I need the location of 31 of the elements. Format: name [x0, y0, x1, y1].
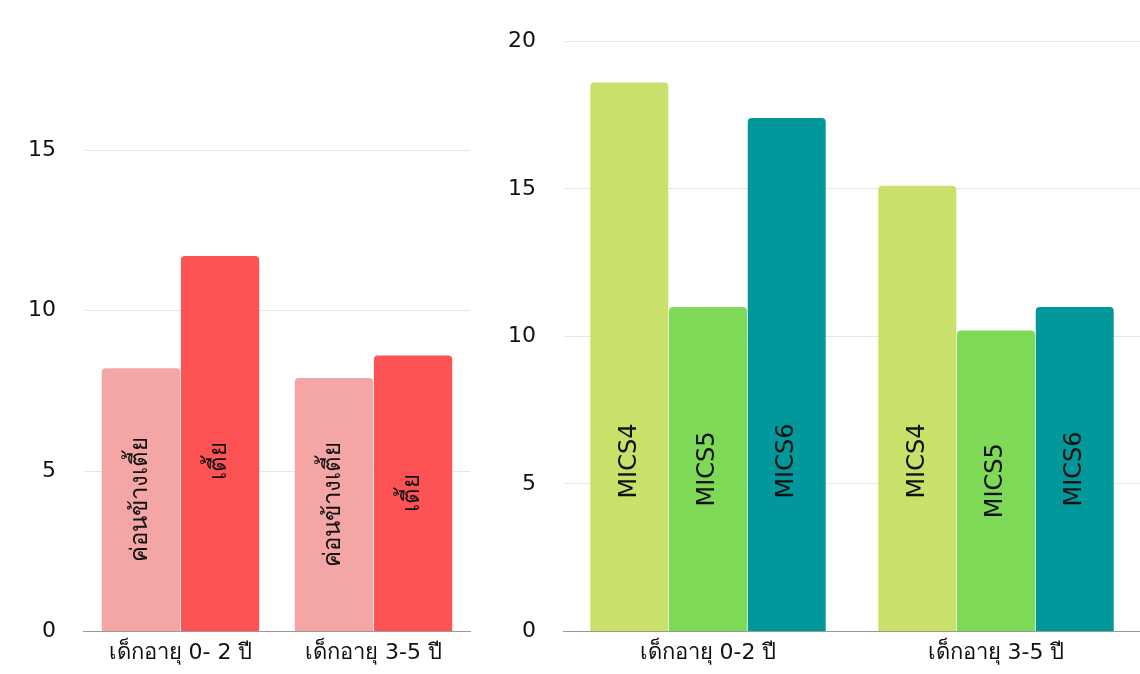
bar — [957, 330, 1035, 632]
y-tick-label: 5 — [521, 469, 536, 495]
y-tick-label: 10 — [507, 322, 536, 348]
y-tick-label: 0 — [521, 617, 536, 643]
text: MICS4 — [901, 423, 930, 499]
bar — [878, 185, 957, 632]
text: MICS6 — [1058, 431, 1087, 507]
y-tick-label: 10 — [27, 296, 56, 322]
x-tick-label: เด็กอายุ 3-5 ปี — [305, 636, 442, 665]
bar — [294, 377, 374, 632]
bar — [590, 82, 669, 632]
bar — [180, 255, 260, 632]
text: MICS5 — [980, 443, 1009, 519]
y-tick-label: 0 — [41, 617, 56, 643]
series-label: MICS4 — [613, 423, 642, 499]
series-label: ค่อนข้างเตี้ย — [121, 437, 154, 563]
x-tick-label: เด็กอายุ 3-5 ปี — [927, 636, 1065, 665]
y-tick-label: 20 — [507, 26, 536, 52]
y-tick-label: 5 — [41, 456, 56, 482]
series-label: MICS6 — [770, 423, 799, 499]
bar — [101, 368, 181, 632]
x-tick-label: เด็กอายุ 0- 2 ปี — [108, 636, 253, 665]
y-tick-label: 15 — [27, 135, 56, 161]
x-tick-label: เด็กอายุ 0-2 ปี — [639, 636, 777, 665]
bar — [1035, 306, 1114, 632]
series-label: MICS5 — [692, 431, 721, 507]
bar — [669, 306, 747, 632]
bar — [747, 117, 826, 632]
series-label: เตี้ย — [200, 442, 233, 481]
y-tick-label: 15 — [507, 174, 536, 200]
bar — [373, 355, 453, 632]
